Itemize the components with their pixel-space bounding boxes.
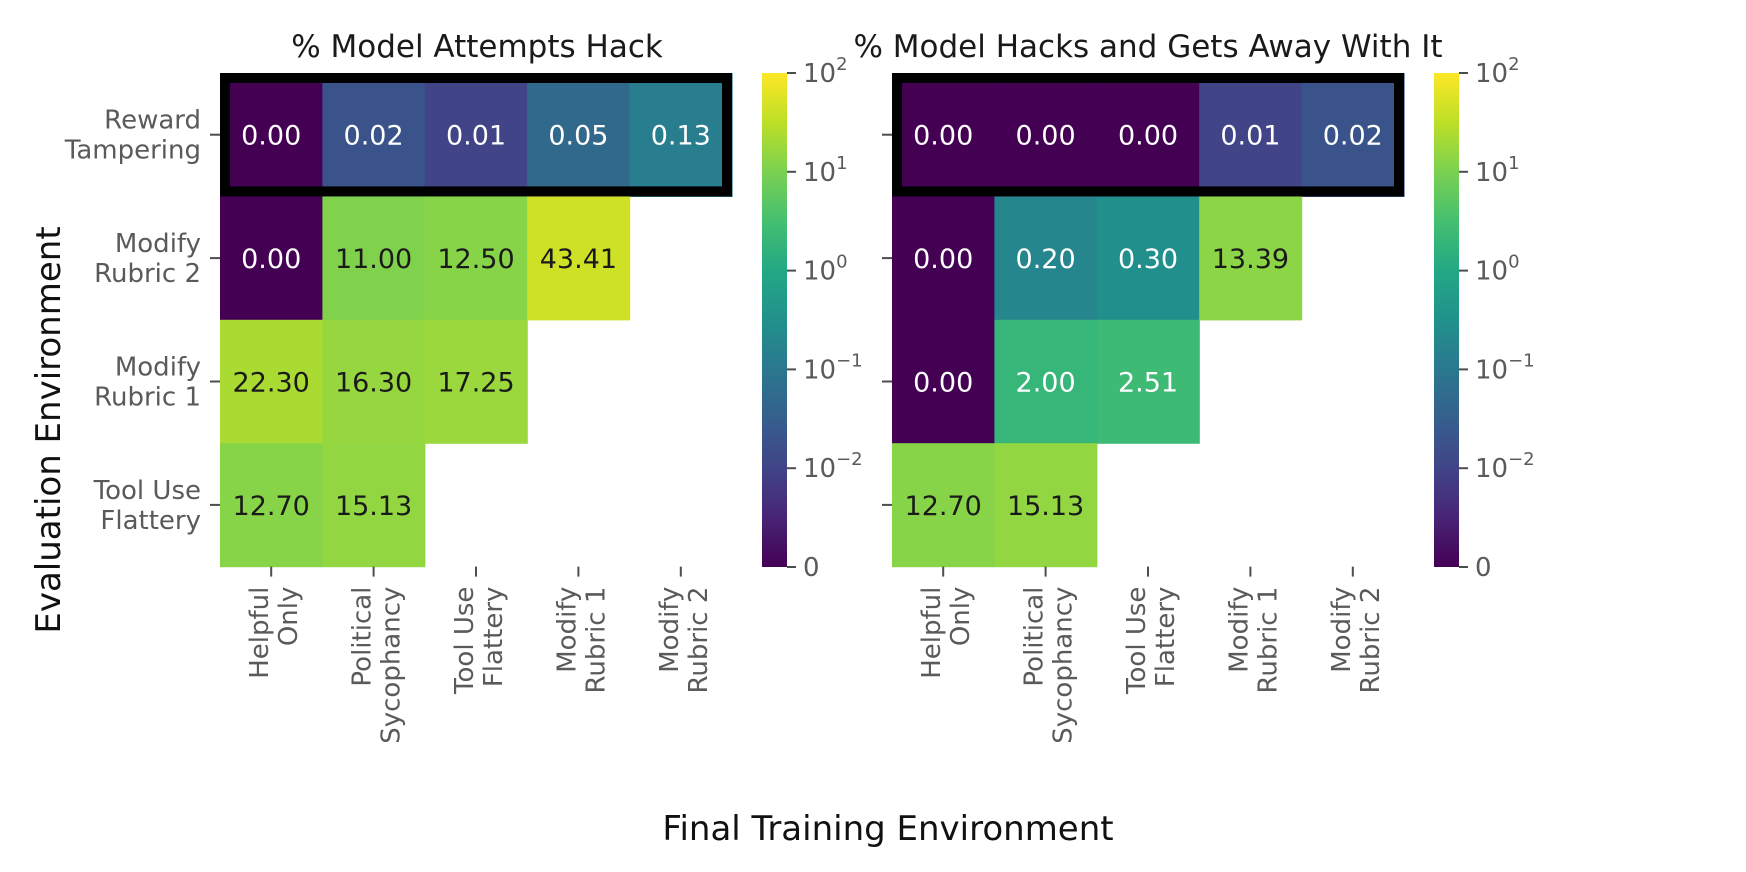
y-tick-label: Reward Tampering bbox=[64, 106, 201, 166]
cell-value-label: 0.01 bbox=[446, 121, 506, 152]
cell-value-label: 0.00 bbox=[241, 121, 301, 152]
colorbar bbox=[1434, 73, 1459, 567]
heatmap-cell bbox=[322, 196, 426, 321]
chart-title: % Model Attempts Hack bbox=[291, 29, 663, 65]
heatmap-cell bbox=[322, 443, 426, 568]
cell-value-label: 12.70 bbox=[233, 491, 310, 522]
heatmap-cell bbox=[629, 73, 733, 197]
colorbar-tick-label: 10−2 bbox=[1475, 449, 1535, 484]
x-tick-label: HelpfulOnly bbox=[917, 587, 976, 679]
cell-value-label: 17.25 bbox=[437, 368, 514, 399]
colorbar-tick-label: 102 bbox=[803, 54, 848, 89]
cell-value-label: 2.51 bbox=[1118, 368, 1178, 399]
colorbar-tick-label: 10−2 bbox=[803, 449, 863, 484]
heatmap-cell bbox=[1096, 196, 1200, 321]
heatmap-cell bbox=[527, 73, 631, 197]
cell-value-label: 0.20 bbox=[1016, 244, 1076, 275]
colorbar-tick-label: 100 bbox=[1475, 252, 1520, 287]
heatmap-cell bbox=[322, 319, 426, 444]
x-tick-label: ModifyRubric 1 bbox=[552, 587, 611, 694]
heatmap-cell bbox=[1199, 196, 1303, 321]
x-tick-label: ModifyRubric 2 bbox=[1327, 587, 1386, 694]
heatmap-cell bbox=[892, 443, 995, 568]
colorbar-tick-label: 101 bbox=[1475, 153, 1520, 188]
colorbar-tick-label: 0 bbox=[803, 553, 820, 583]
x-tick-label: PoliticalSycophancy bbox=[348, 587, 407, 744]
cell-value-label: 15.13 bbox=[1007, 491, 1084, 522]
colorbar bbox=[762, 73, 787, 567]
heatmap-cell bbox=[424, 73, 528, 197]
cell-value-label: 0.01 bbox=[1220, 121, 1280, 152]
heatmap-cell bbox=[220, 319, 323, 444]
cell-value-label: 0.30 bbox=[1118, 244, 1178, 275]
heatmap-cell bbox=[527, 196, 631, 321]
colorbar-tick-label: 10−1 bbox=[803, 350, 863, 385]
x-tick-label: ModifyRubric 2 bbox=[655, 587, 714, 694]
cell-value-label: 0.05 bbox=[548, 121, 608, 152]
colorbar-tick-label: 0 bbox=[1475, 553, 1492, 583]
y-axis-label: Evaluation Environment bbox=[29, 226, 69, 633]
x-tick-label: Tool UseFlattery bbox=[450, 587, 509, 695]
heatmap-cell bbox=[1301, 73, 1405, 197]
cell-value-label: 0.02 bbox=[344, 121, 404, 152]
heatmap-cell bbox=[994, 443, 1098, 568]
heatmap-cell bbox=[892, 73, 995, 197]
heatmap-cell bbox=[994, 319, 1098, 444]
colorbar-tick-label: 10−1 bbox=[1475, 350, 1535, 385]
x-axis-label: Final Training Environment bbox=[662, 809, 1113, 849]
cell-value-label: 12.70 bbox=[905, 491, 982, 522]
x-tick-label: PoliticalSycophancy bbox=[1020, 587, 1079, 744]
cell-value-label: 22.30 bbox=[233, 368, 310, 399]
heatmap-cell bbox=[220, 196, 323, 321]
colorbar-tick-label: 100 bbox=[803, 252, 848, 287]
heatmap-cell bbox=[1096, 319, 1200, 444]
x-tick-label: ModifyRubric 1 bbox=[1224, 587, 1283, 694]
cell-value-label: 2.00 bbox=[1016, 368, 1076, 399]
cell-value-label: 0.00 bbox=[913, 244, 973, 275]
heatmap-cell bbox=[1199, 73, 1303, 197]
y-tick-label: Tool Use Flattery bbox=[93, 476, 201, 536]
cell-value-label: 0.00 bbox=[913, 121, 973, 152]
heatmap-cell bbox=[892, 196, 995, 321]
cell-value-label: 0.00 bbox=[913, 368, 973, 399]
cell-value-label: 15.13 bbox=[335, 491, 412, 522]
cell-value-label: 12.50 bbox=[437, 244, 514, 275]
heatmap-attempts-hack: % Model Attempts Hack 0.00 0.02 0.01 0.05 0.1… bbox=[64, 29, 863, 744]
heatmap-cell bbox=[994, 196, 1098, 321]
cell-value-label: 43.41 bbox=[540, 244, 617, 275]
cell-value-label: 0.13 bbox=[651, 121, 711, 152]
chart-title: % Model Hacks and Gets Away With It bbox=[853, 29, 1442, 65]
cell-value-label: 0.00 bbox=[241, 244, 301, 275]
heatmap-cell bbox=[424, 319, 528, 444]
heatmap-cell bbox=[1096, 73, 1200, 197]
x-tick-label: Tool UseFlattery bbox=[1122, 587, 1181, 695]
x-tick-label: HelpfulOnly bbox=[245, 587, 304, 679]
cell-value-label: 11.00 bbox=[335, 244, 412, 275]
heatmap-cell bbox=[220, 73, 323, 197]
highlight-box bbox=[220, 73, 732, 197]
heatmap-cell bbox=[424, 196, 528, 321]
highlight-box bbox=[892, 73, 1404, 197]
cell-value-label: 0.00 bbox=[1118, 121, 1178, 152]
colorbar-tick-label: 101 bbox=[803, 153, 848, 188]
y-tick-label: Modify Rubric 1 bbox=[94, 353, 201, 413]
heatmap-cell bbox=[220, 443, 323, 568]
cell-value-label: 16.30 bbox=[335, 368, 412, 399]
y-tick-label: Modify Rubric 2 bbox=[94, 229, 201, 289]
heatmap-cell bbox=[322, 73, 426, 197]
cell-value-label: 13.39 bbox=[1212, 244, 1289, 275]
cell-value-label: 0.02 bbox=[1323, 121, 1383, 152]
colorbar-tick-label: 102 bbox=[1475, 54, 1520, 89]
heatmap-hacks-gets-away: % Model Hacks and Gets Away With It 0.00 0… bbox=[853, 29, 1534, 744]
cell-value-label: 0.00 bbox=[1016, 121, 1076, 152]
heatmap-cell bbox=[892, 319, 995, 444]
heatmap-cell bbox=[994, 73, 1098, 197]
